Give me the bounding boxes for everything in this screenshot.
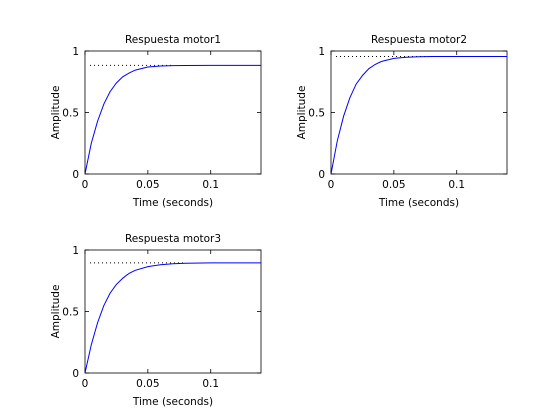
x-tick-label: 0 (328, 179, 335, 191)
x-tick-label: 0.05 (136, 378, 159, 390)
y-tick-label: 0 (318, 169, 325, 181)
step-response-line (330, 56, 507, 175)
y-tick-label: 0 (72, 368, 79, 380)
y-tick-label: 1 (72, 46, 79, 58)
axis-ticks: 0 0.05 0.1 0 0.5 1 (62, 46, 261, 191)
plot-area (84, 249, 262, 374)
x-tick-label: 0 (82, 378, 89, 390)
plot-area (330, 50, 508, 175)
y-tick-label: 0.5 (62, 307, 79, 319)
step-response-line (84, 262, 261, 374)
plot-marks (84, 262, 261, 374)
x-tick-label: 0.1 (448, 179, 465, 191)
x-axis-label: Time (seconds) (132, 396, 213, 408)
plot-area (84, 50, 262, 175)
axis-ticks: 0 0.05 0.1 0 0.5 1 (308, 46, 507, 191)
y-tick-label: 1 (318, 46, 325, 58)
y-tick-label: 0 (72, 169, 79, 181)
subplot-motor3: Respuesta motor3 0 0.05 0.1 0 0.5 1 Time (sec… (50, 233, 262, 408)
x-axis-label: Time (seconds) (378, 197, 459, 209)
x-tick-label: 0.05 (136, 179, 159, 191)
y-tick-label: 1 (72, 245, 79, 257)
chart-title: Respuesta motor3 (125, 233, 221, 245)
y-axis-label: Amplitude (50, 86, 62, 140)
x-tick-label: 0.1 (202, 378, 219, 390)
x-tick-label: 0 (82, 179, 89, 191)
y-axis-label: Amplitude (50, 285, 62, 339)
x-axis-label: Time (seconds) (132, 197, 213, 209)
x-tick-label: 0.05 (382, 179, 405, 191)
plot-marks (330, 56, 507, 175)
step-response-line (84, 64, 261, 175)
y-axis-label: Amplitude (296, 86, 308, 140)
subplot-motor2: Respuesta motor2 0 0.05 0.1 0 0.5 1 Time (sec… (296, 34, 508, 209)
y-tick-label: 0.5 (62, 108, 79, 120)
y-tick-label: 0.5 (308, 108, 325, 120)
x-tick-label: 0.1 (202, 179, 219, 191)
plot-marks (84, 64, 261, 175)
subplot-motor1: Respuesta motor1 0 0.05 0.1 0 0.5 1 Time (sec… (50, 34, 262, 209)
chart-title: Respuesta motor2 (371, 34, 467, 46)
chart-title: Respuesta motor1 (125, 34, 221, 46)
